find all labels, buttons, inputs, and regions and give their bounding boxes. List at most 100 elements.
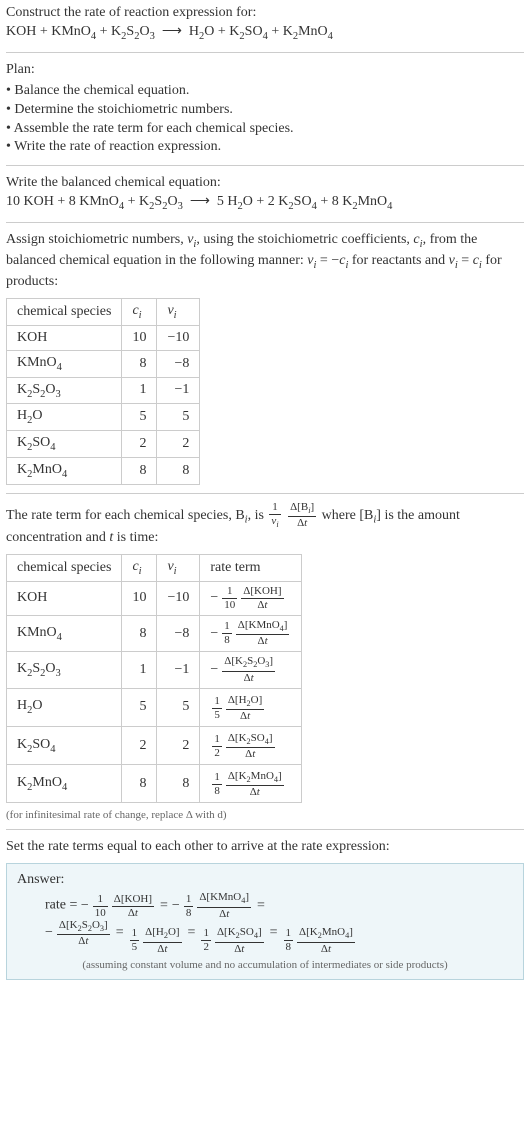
plan-list: Balance the chemical equation. Determine… bbox=[6, 82, 524, 158]
cell: K2MnO4 bbox=[7, 765, 122, 803]
cell: −8 bbox=[157, 615, 200, 651]
cell: 18 Δ[K2MnO4]Δt bbox=[200, 765, 302, 803]
plan-item: Write the rate of reaction expression. bbox=[6, 138, 524, 157]
table-row: KOH10−10−110 Δ[KOH]Δt bbox=[7, 581, 302, 615]
text: The rate term for each chemical species,… bbox=[6, 508, 245, 523]
answer-box: Answer: rate = −110 Δ[KOH]Δt=−18 Δ[KMnO4… bbox=[6, 863, 524, 979]
cell: 1 bbox=[122, 652, 157, 688]
cell: 8 bbox=[122, 765, 157, 803]
col-header: chemical species bbox=[7, 555, 122, 582]
plan-heading: Plan: bbox=[6, 61, 524, 80]
fraction: Δ[Bi]Δt bbox=[288, 502, 316, 529]
cell: 2 bbox=[122, 727, 157, 765]
cell: KOH bbox=[7, 581, 122, 615]
cell: 10 bbox=[122, 325, 157, 350]
cell: 5 bbox=[157, 404, 200, 431]
divider bbox=[6, 829, 524, 830]
divider bbox=[6, 222, 524, 223]
table-row: K2S2O31−1 bbox=[7, 377, 200, 404]
col-header: νi bbox=[157, 555, 200, 582]
cell: 2 bbox=[157, 727, 200, 765]
cell: K2MnO4 bbox=[7, 457, 122, 484]
text: is time: bbox=[113, 530, 158, 545]
table-row: K2MnO48818 Δ[K2MnO4]Δt bbox=[7, 765, 302, 803]
table-row: H2O5515 Δ[H2O]Δt bbox=[7, 688, 302, 726]
table-row: KMnO48−8−18 Δ[KMnO4]Δt bbox=[7, 615, 302, 651]
cell: K2SO4 bbox=[7, 727, 122, 765]
cell: K2S2O3 bbox=[7, 377, 122, 404]
rate-text: The rate term for each chemical species,… bbox=[6, 502, 524, 548]
table-row: K2MnO488 bbox=[7, 457, 200, 484]
plan-item: Assemble the rate term for each chemical… bbox=[6, 120, 524, 139]
cell: 8 bbox=[157, 457, 200, 484]
cell: −1 bbox=[157, 652, 200, 688]
cell: 1 bbox=[122, 377, 157, 404]
plan-item: Determine the stoichiometric numbers. bbox=[6, 101, 524, 120]
text: where [B bbox=[322, 508, 374, 523]
cell: −Δ[K2S2O3]Δt bbox=[200, 652, 302, 688]
divider bbox=[6, 493, 524, 494]
cell: 8 bbox=[122, 457, 157, 484]
table-note: (for infinitesimal rate of change, repla… bbox=[6, 809, 524, 821]
text: , using the stoichiometric coefficients, bbox=[196, 232, 413, 247]
table-row: K2S2O31−1−Δ[K2S2O3]Δt bbox=[7, 652, 302, 688]
answer-note: (assuming constant volume and no accumul… bbox=[17, 959, 513, 971]
cell: H2O bbox=[7, 688, 122, 726]
intro-equation: KOH + KMnO4 + K2S2O3 ⟶ H2O + K2SO4 + K2M… bbox=[6, 23, 524, 44]
col-header: rate term bbox=[200, 555, 302, 582]
table-row: KOH10−10 bbox=[7, 325, 200, 350]
text: for reactants and bbox=[348, 253, 448, 268]
table-row: KMnO48−8 bbox=[7, 350, 200, 377]
cell: H2O bbox=[7, 404, 122, 431]
cell: −10 bbox=[157, 325, 200, 350]
cell: 8 bbox=[122, 350, 157, 377]
cell: −1 bbox=[157, 377, 200, 404]
stoich-text: Assign stoichiometric numbers, νi, using… bbox=[6, 231, 524, 292]
col-header: ci bbox=[122, 299, 157, 326]
answer-heading: Answer: bbox=[17, 872, 513, 888]
cell: −110 Δ[KOH]Δt bbox=[200, 581, 302, 615]
set-equal-text: Set the rate terms equal to each other t… bbox=[6, 838, 524, 857]
answer-expression: rate = −110 Δ[KOH]Δt=−18 Δ[KMnO4]Δt=−Δ[K… bbox=[45, 892, 513, 954]
col-header: ci bbox=[122, 555, 157, 582]
balanced-heading: Write the balanced chemical equation: bbox=[6, 174, 524, 193]
cell: 2 bbox=[157, 431, 200, 458]
text: Assign stoichiometric numbers, bbox=[6, 232, 187, 247]
cell: −8 bbox=[157, 350, 200, 377]
cell: −10 bbox=[157, 581, 200, 615]
table-header-row: chemical species ci νi bbox=[7, 299, 200, 326]
text: , is bbox=[248, 508, 268, 523]
intro-title: Construct the rate of reaction expressio… bbox=[6, 4, 524, 23]
cell: 8 bbox=[122, 615, 157, 651]
cell: 15 Δ[H2O]Δt bbox=[200, 688, 302, 726]
stoich-table: chemical species ci νi KOH10−10 KMnO48−8… bbox=[6, 298, 200, 485]
cell: 12 Δ[K2SO4]Δt bbox=[200, 727, 302, 765]
cell: KMnO4 bbox=[7, 350, 122, 377]
col-header: νi bbox=[157, 299, 200, 326]
cell: K2SO4 bbox=[7, 431, 122, 458]
intro-section: Construct the rate of reaction expressio… bbox=[6, 4, 524, 44]
col-header: chemical species bbox=[7, 299, 122, 326]
cell: K2S2O3 bbox=[7, 652, 122, 688]
cell: KMnO4 bbox=[7, 615, 122, 651]
plan-section: Plan: Balance the chemical equation. Det… bbox=[6, 61, 524, 157]
table-row: H2O55 bbox=[7, 404, 200, 431]
cell: −18 Δ[KMnO4]Δt bbox=[200, 615, 302, 651]
cell: KOH bbox=[7, 325, 122, 350]
divider bbox=[6, 165, 524, 166]
cell: 5 bbox=[157, 688, 200, 726]
cell: 5 bbox=[122, 404, 157, 431]
plan-item: Balance the chemical equation. bbox=[6, 82, 524, 101]
rate-table: chemical species ci νi rate term KOH10−1… bbox=[6, 554, 302, 803]
cell: 2 bbox=[122, 431, 157, 458]
cell: 5 bbox=[122, 688, 157, 726]
balanced-section: Write the balanced chemical equation: 10… bbox=[6, 174, 524, 214]
divider bbox=[6, 52, 524, 53]
table-row: K2SO42212 Δ[K2SO4]Δt bbox=[7, 727, 302, 765]
table-row: K2SO422 bbox=[7, 431, 200, 458]
cell: 8 bbox=[157, 765, 200, 803]
table-header-row: chemical species ci νi rate term bbox=[7, 555, 302, 582]
fraction: 1νi bbox=[269, 502, 280, 529]
cell: 10 bbox=[122, 581, 157, 615]
balanced-equation: 10 KOH + 8 KMnO4 + K2S2O3 ⟶ 5 H2O + 2 K2… bbox=[6, 193, 524, 214]
